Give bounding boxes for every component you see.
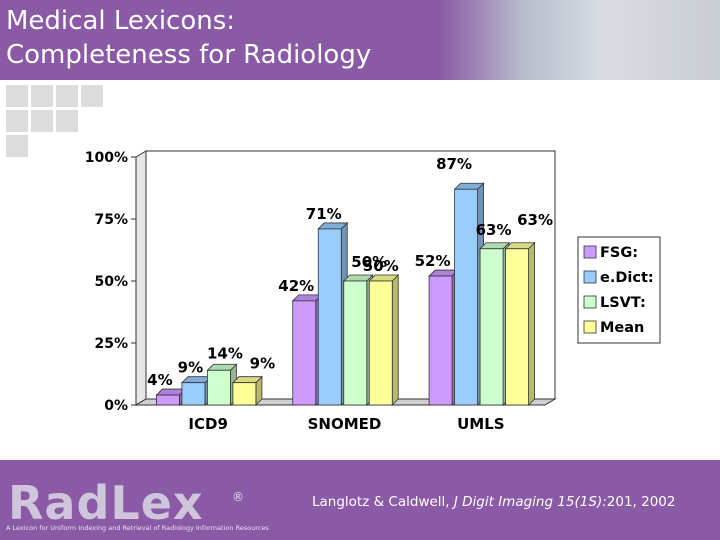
x-category-label: ICD9 [188,415,227,433]
header-photo [440,0,720,80]
bar [428,275,453,406]
title-line-2: Completeness for Radiology [6,40,372,70]
deco-square [6,110,28,132]
deco-square [31,85,53,107]
data-label: 4% [147,371,172,389]
title-line-1: Medical Lexicons: [6,6,236,36]
legend-label: e.Dict: [600,270,654,286]
y-tick-label: 50% [94,274,128,290]
data-label: 52% [415,252,451,270]
legend-swatch [583,295,597,309]
bar [368,280,393,406]
bar [505,248,529,406]
legend-label: FSG: [600,245,638,261]
citation-authors: Langlotz & Caldwell, [312,494,454,510]
x-category-label: UMLS [457,415,504,433]
registered-mark: ® [232,490,244,504]
bar [317,228,342,406]
data-label: 63% [517,211,553,229]
legend-swatch [583,320,597,334]
legend-label: Mean [600,320,644,336]
bar [454,188,478,406]
legend-swatch [583,270,597,284]
data-label: 14% [207,344,243,362]
y-tick-label: 25% [94,336,128,352]
data-label: 9% [178,359,203,377]
deco-square [81,85,103,107]
y-tick-label: 75% [94,212,128,228]
bar [343,280,368,406]
bar-chart: 0%25%50%75%100%4%9%14%9%ICD942%71%50%50%… [85,150,661,433]
bar [292,300,317,406]
deco-square [6,135,28,157]
bar-side [391,274,399,406]
data-label: 71% [306,205,342,223]
legend-label: LSVT: [600,295,646,311]
deco-square [6,85,28,107]
data-label: 9% [250,355,275,373]
data-label: 50% [351,253,387,271]
deco-square [31,110,53,132]
logo-tagline: A Lexicon for Uniform Indexing and Retri… [6,524,269,532]
bar [181,382,206,406]
y-tick-label: 0% [104,398,128,414]
citation: Langlotz & Caldwell, J Digit Imaging 15(… [312,494,675,510]
deco-square [56,110,78,132]
citation-rest: 201, 2002 [606,494,676,510]
radlex-logo: RadLex [8,476,204,530]
bar [232,382,257,406]
data-label: 42% [278,277,314,295]
bar-side [528,241,535,406]
data-label: 87% [436,155,472,173]
legend-swatch [583,245,597,259]
bar [207,369,231,406]
data-label: 50% [363,257,399,275]
footer-band: RadLex ® A Lexicon for Uniform Indexing … [0,460,720,540]
chart-side-wall [135,150,147,406]
data-label: 63% [476,221,512,239]
x-category-label: SNOMED [308,415,382,433]
bar [156,394,180,406]
y-tick-label: 100% [85,150,128,166]
slide-title: Medical Lexicons: Completeness for Radio… [6,4,371,72]
deco-square [56,85,78,107]
citation-journal: J Digit Imaging 15(1S): [453,494,607,510]
header-band: Medical Lexicons: Completeness for Radio… [0,0,720,80]
bar [479,248,504,406]
